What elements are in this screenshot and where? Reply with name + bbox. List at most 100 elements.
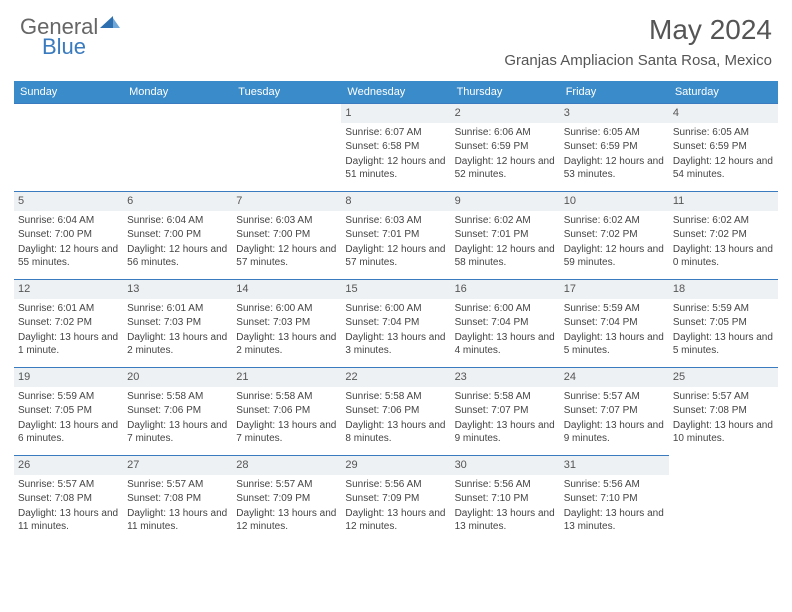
day-number: 23 [451, 368, 560, 387]
daylight-line: Daylight: 13 hours and 2 minutes. [127, 331, 228, 358]
sunrise-line: Sunrise: 5:58 AM [127, 390, 228, 404]
day-number: 26 [14, 456, 123, 475]
sunrise-line: Sunrise: 6:02 AM [564, 214, 665, 228]
sunset-line: Sunset: 7:06 PM [127, 404, 228, 418]
sunrise-line: Sunrise: 5:57 AM [18, 478, 119, 492]
daylight-line: Daylight: 12 hours and 52 minutes. [455, 155, 556, 182]
sunrise-line: Sunrise: 5:56 AM [455, 478, 556, 492]
day-number: 22 [341, 368, 450, 387]
day-number: 8 [341, 192, 450, 211]
day-cell: 16Sunrise: 6:00 AMSunset: 7:04 PMDayligh… [451, 279, 560, 367]
day-number: 16 [451, 280, 560, 299]
dow-header: Monday [123, 81, 232, 103]
day-number: 7 [232, 192, 341, 211]
sunset-line: Sunset: 7:08 PM [18, 492, 119, 506]
day-number: 30 [451, 456, 560, 475]
sunset-line: Sunset: 7:00 PM [127, 228, 228, 242]
sunrise-line: Sunrise: 6:03 AM [236, 214, 337, 228]
day-cell: 31Sunrise: 5:56 AMSunset: 7:10 PMDayligh… [560, 455, 669, 543]
sunrise-line: Sunrise: 6:00 AM [236, 302, 337, 316]
sunset-line: Sunset: 7:10 PM [564, 492, 665, 506]
sunrise-line: Sunrise: 6:00 AM [345, 302, 446, 316]
sunset-line: Sunset: 6:59 PM [564, 140, 665, 154]
sunset-line: Sunset: 7:02 PM [564, 228, 665, 242]
sunset-line: Sunset: 7:07 PM [564, 404, 665, 418]
daylight-line: Daylight: 13 hours and 0 minutes. [673, 243, 774, 270]
sunset-line: Sunset: 7:09 PM [345, 492, 446, 506]
day-cell: 14Sunrise: 6:00 AMSunset: 7:03 PMDayligh… [232, 279, 341, 367]
day-number: 5 [14, 192, 123, 211]
sunrise-line: Sunrise: 6:04 AM [18, 214, 119, 228]
day-cell: 13 Sunrise: 6:01 AMSunset: 7:03 PMDayligh… [123, 279, 232, 367]
day-number: 31 [560, 456, 669, 475]
daylight-line: Daylight: 12 hours and 54 minutes. [673, 155, 774, 182]
sunset-line: Sunset: 7:09 PM [236, 492, 337, 506]
dow-header: Saturday [669, 81, 778, 103]
sunset-line: Sunset: 7:01 PM [345, 228, 446, 242]
day-number: 9 [451, 192, 560, 211]
title-block: May 2024 Granjas Ampliacion Santa Rosa, … [504, 14, 772, 69]
daylight-line: Daylight: 13 hours and 10 minutes. [673, 419, 774, 446]
daylight-line: Daylight: 13 hours and 8 minutes. [345, 419, 446, 446]
day-cell: 22Sunrise: 5:58 AMSunset: 7:06 PMDayligh… [341, 367, 450, 455]
sunrise-line: Sunrise: 5:57 AM [236, 478, 337, 492]
sunset-line: Sunset: 7:05 PM [673, 316, 774, 330]
sunrise-line: Sunrise: 5:59 AM [564, 302, 665, 316]
day-cell: 30Sunrise: 5:56 AMSunset: 7:10 PMDayligh… [451, 455, 560, 543]
sunset-line: Sunset: 7:05 PM [18, 404, 119, 418]
day-number: 20 [123, 368, 232, 387]
day-cell: 10Sunrise: 6:02 AMSunset: 7:02 PMDayligh… [560, 191, 669, 279]
day-cell: 12Sunrise: 6:01 AMSunset: 7:02 PMDayligh… [14, 279, 123, 367]
daylight-line: Daylight: 12 hours and 56 minutes. [127, 243, 228, 270]
dow-header: Wednesday [341, 81, 450, 103]
sunrise-line: Sunrise: 5:58 AM [345, 390, 446, 404]
daylight-line: Daylight: 12 hours and 51 minutes. [345, 155, 446, 182]
sunset-line: Sunset: 7:00 PM [18, 228, 119, 242]
dow-header: Thursday [451, 81, 560, 103]
day-cell: 19Sunrise: 5:59 AMSunset: 7:05 PMDayligh… [14, 367, 123, 455]
day-cell: 2Sunrise: 6:06 AMSunset: 6:59 PMDaylight… [451, 103, 560, 191]
daylight-line: Daylight: 12 hours and 57 minutes. [236, 243, 337, 270]
day-number: 27 [123, 456, 232, 475]
day-number: 13 [123, 280, 232, 299]
daylight-line: Daylight: 13 hours and 6 minutes. [18, 419, 119, 446]
daylight-line: Daylight: 13 hours and 11 minutes. [127, 507, 228, 534]
daylight-line: Daylight: 13 hours and 5 minutes. [673, 331, 774, 358]
day-cell: 18Sunrise: 5:59 AMSunset: 7:05 PMDayligh… [669, 279, 778, 367]
sunset-line: Sunset: 7:03 PM [127, 316, 228, 330]
sunset-line: Sunset: 7:04 PM [564, 316, 665, 330]
sunset-line: Sunset: 7:02 PM [673, 228, 774, 242]
day-number: 25 [669, 368, 778, 387]
daylight-line: Daylight: 13 hours and 12 minutes. [345, 507, 446, 534]
sunset-line: Sunset: 7:01 PM [455, 228, 556, 242]
sunset-line: Sunset: 7:04 PM [345, 316, 446, 330]
day-number: 6 [123, 192, 232, 211]
day-number: 1 [341, 104, 450, 123]
day-number: 21 [232, 368, 341, 387]
day-number: 11 [669, 192, 778, 211]
dow-header: Tuesday [232, 81, 341, 103]
daylight-line: Daylight: 13 hours and 5 minutes. [564, 331, 665, 358]
day-cell: 23Sunrise: 5:58 AMSunset: 7:07 PMDayligh… [451, 367, 560, 455]
sunrise-line: Sunrise: 6:01 AM [127, 302, 228, 316]
day-number: 14 [232, 280, 341, 299]
day-number: 15 [341, 280, 450, 299]
daylight-line: Daylight: 13 hours and 9 minutes. [455, 419, 556, 446]
empty-cell [232, 103, 341, 191]
empty-cell [123, 103, 232, 191]
day-cell: 29Sunrise: 5:56 AMSunset: 7:09 PMDayligh… [341, 455, 450, 543]
daylight-line: Daylight: 12 hours and 55 minutes. [18, 243, 119, 270]
day-cell: 26Sunrise: 5:57 AMSunset: 7:08 PMDayligh… [14, 455, 123, 543]
day-cell: 20Sunrise: 5:58 AMSunset: 7:06 PMDayligh… [123, 367, 232, 455]
dow-header: Sunday [14, 81, 123, 103]
day-cell: 6Sunrise: 6:04 AMSunset: 7:00 PMDaylight… [123, 191, 232, 279]
sunrise-line: Sunrise: 6:02 AM [673, 214, 774, 228]
sunrise-line: Sunrise: 5:56 AM [564, 478, 665, 492]
daylight-line: Daylight: 12 hours and 59 minutes. [564, 243, 665, 270]
location-text: Granjas Ampliacion Santa Rosa, Mexico [504, 52, 772, 69]
sunrise-line: Sunrise: 6:03 AM [345, 214, 446, 228]
day-cell: 5 Sunrise: 6:04 AMSunset: 7:00 PMDaylight… [14, 191, 123, 279]
dow-header: Friday [560, 81, 669, 103]
sunrise-line: Sunrise: 5:58 AM [455, 390, 556, 404]
sunset-line: Sunset: 7:08 PM [127, 492, 228, 506]
